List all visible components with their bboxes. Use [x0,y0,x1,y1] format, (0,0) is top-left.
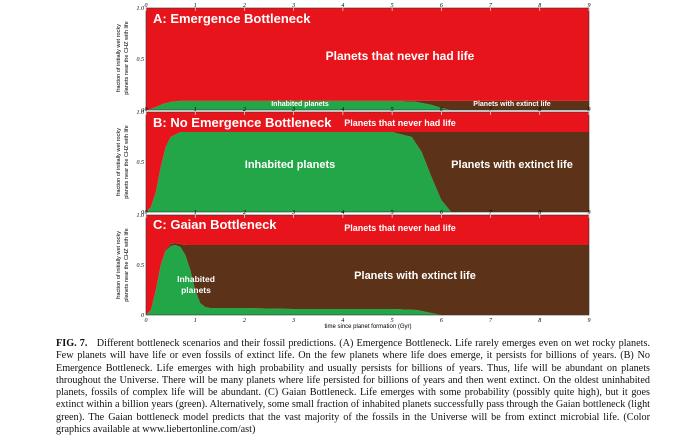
panel-b-xtick-label: 3 [291,107,295,113]
panel-a-xtick-label: 8 [538,3,541,9]
panel-c-title: C: Gaian Bottleneck [153,217,277,232]
panel-c-inhabited-label-line2: planets [181,285,211,295]
panel-b-xtick-label: 6 [440,107,443,113]
panel-b-ticks: 0 1 2 3 4 5 6 7 8 9 0 0.5 1.0 [137,106,591,216]
panel-b-xtick-label: 4 [341,106,344,113]
panel-a: 0 1 2 3 4 5 6 7 8 9 0 0.5 1.0 A: Emergence Bottlenec… [116,2,591,114]
panel-b-ytick-label: 0.5 [137,160,145,166]
figure-svg: 0 1 2 3 4 5 6 7 8 9 0 0.5 1.0 A: Emergence Bottlenec… [116,2,591,330]
panel-c-xtick-label: 3 [291,210,295,216]
panel-c-ytick-label: 0.5 [137,263,145,269]
caption-text: Different bottleneck scenarios and their… [56,338,651,436]
panel-a-xtick-label: 9 [588,3,591,9]
panel-c-xtick-label: 8 [538,210,541,216]
panel-c-xtick-label-bottom: 6 [440,318,443,324]
panel-b-never-label: Planets that never had life [344,118,456,128]
panel-b-xtick-label: 8 [538,107,541,113]
panel-c-xtick-label-bottom: 8 [538,318,541,324]
panel-c-inhabited-label-line1: Inhabited [177,274,215,284]
panel-c-xtick-label-bottom: 5 [391,318,394,324]
panel-c-xtick-label: 6 [440,210,443,216]
panel-c-xtick-label: 4 [341,209,344,216]
panel-a-ylabel-line1: fraction of initially wet rocky [116,24,122,92]
panel-a-ticks: 0 1 2 3 4 5 6 7 8 9 0 0.5 1.0 [137,2,591,114]
panel-b: 0 1 2 3 4 5 6 7 8 9 0 0.5 1.0 B: No Emergence Bottle… [116,106,591,216]
panel-b-xtick-label: 1 [194,107,197,113]
panel-c-extinct-label: Planets with extinct life [354,270,476,282]
panel-a-xtick-label: 7 [489,3,493,9]
panel-c-xtick-label: 7 [489,210,493,216]
panel-b-xtick-label: 0 [145,107,148,113]
panel-c-xtick-label: 1 [194,210,197,216]
panel-b-frame [145,111,590,213]
panel-c-ylabel-line2: planets near the CHZ with life [124,228,130,301]
panel-c-xtick-label: 9 [588,210,591,216]
panel-c-xtick-label-bottom: 1 [194,318,197,324]
panel-c-xtick-label-bottom: 4 [341,317,344,324]
panel-a-xtick-label: 3 [291,3,295,9]
panel-a-frame [145,7,590,111]
panel-c-ytick-label: 0 [141,313,144,319]
panel-b-xtick-label: 5 [391,107,394,113]
panel-a-xtick-label: 2 [243,3,246,9]
panel-a-xtick-label: 5 [391,3,394,9]
panel-b-extinct-label: Planets with extinct life [451,159,573,171]
panel-c-areas [145,214,590,316]
panel-c-xtick-label-bottom: 0 [145,318,148,324]
panel-a-ytick-label: 0 [141,108,144,114]
panel-b-ylabel-line1: fraction of initially wet rocky [116,128,122,196]
panel-c-xtick-label-bottom: 7 [489,318,493,324]
panel-a-inhabited-label: Inhabited planets [271,101,329,108]
panel-a-ytick-label: 1.0 [137,6,145,12]
panel-b-xtick-label: 7 [489,107,493,113]
panel-a-ylabel-line2: planets near the CHZ with life [124,21,130,94]
panel-c-xtick-label-bottom: 2 [243,318,246,324]
panel-c-never-label: Planets that never had life [344,223,456,233]
panel-c-ytick-label: 1.0 [137,213,145,219]
panel-a-never-label: Planets that never had life [326,49,475,63]
panel-a-xtick-label: 6 [440,3,443,9]
panel-a-xtick-label: 0 [145,3,148,9]
panel-a-areas [145,7,590,111]
panel-a-title: A: Emergence Bottleneck [153,11,311,26]
panel-c-xtick-label: 0 [145,210,148,216]
panel-a-area-planets-that-never-had-life [146,8,589,110]
panel-a-area-inhabited-planets [146,100,589,110]
panel-a-ytick-label: 0.5 [137,57,145,63]
panel-b-ytick-label: 0 [141,210,144,216]
panel-b-areas [145,111,590,213]
panel-b-inhabited-label: Inhabited planets [245,159,335,171]
panel-c-frame [145,214,590,316]
panel-c-area-inhabited-planets [146,245,589,315]
panel-b-title: B: No Emergence Bottleneck [153,115,332,130]
panel-c-xtick-label-bottom: 9 [588,318,591,324]
caption-label: FIG. 7. [56,338,88,349]
panel-a-extinct-label: Planets with extinct life [473,101,551,108]
panel-b-xtick-label: 9 [588,107,591,113]
panel-c-xtick-label-bottom: 3 [291,318,295,324]
x-axis-label: time since planet formation (Gyr) [324,324,411,330]
panel-b-ytick-label: 1.0 [137,110,145,116]
panel-c-area-planets-with-extinct-life [146,243,589,315]
panel-a-xtick-label: 4 [341,2,344,9]
panel-b-ylabel-line2: planets near the CHZ with life [124,125,130,198]
panel-a-xtick-label: 1 [194,3,197,9]
panel-c-xtick-label: 2 [243,210,246,216]
bottleneck-figure: 0 1 2 3 4 5 6 7 8 9 0 0.5 1.0 A: Emergence Bottlenec… [116,2,591,330]
panel-b-area-inhabited-planets [146,132,589,212]
panel-c-xtick-label: 5 [391,210,394,216]
panel-b-area-planets-that-never-had-life [146,112,589,212]
panel-c-ylabel-line1: fraction of initially wet rocky [116,231,122,299]
figure-caption: FIG. 7. Different bottleneck scenarios a… [56,338,650,436]
panel-a-area-planets-with-extinct-life [146,100,589,110]
panel-b-xtick-label: 2 [243,107,246,113]
panel-b-area-planets-with-extinct-life [146,132,589,212]
panel-c-area-planets-that-never-had-life [146,215,589,315]
